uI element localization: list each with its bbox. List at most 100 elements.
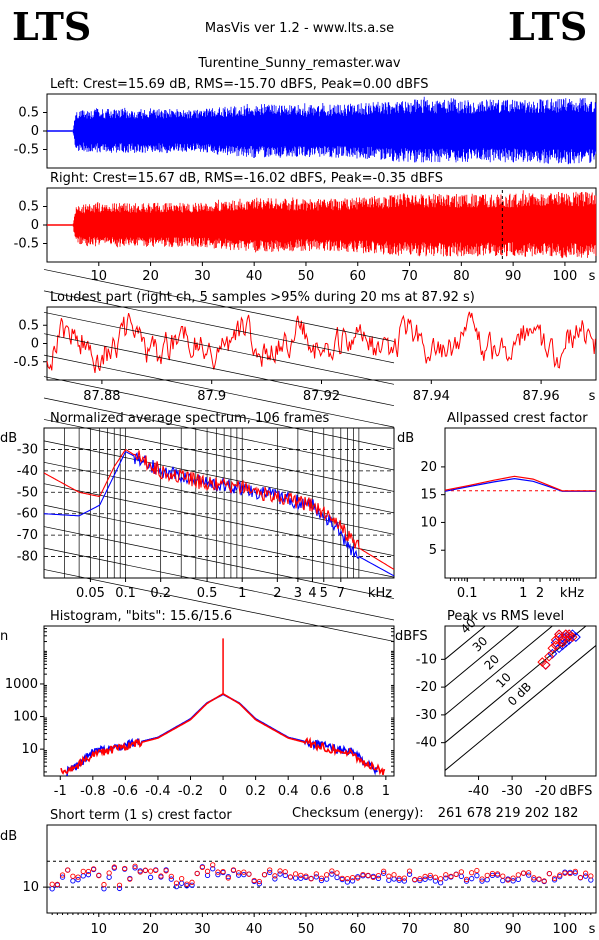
spectrum-ytick-label: -80 [17, 550, 38, 565]
short-crest-point-right [437, 876, 444, 882]
short-crest-point-right [494, 871, 501, 877]
short-crest-point-right [582, 870, 589, 876]
short-crest-point-left [235, 872, 242, 878]
histogram-xtick-label: 0.4 [278, 784, 299, 799]
allpass_crest-xtick-label: 0.1 [457, 586, 478, 601]
allpass_crest-xtick-label: 2 [536, 586, 544, 601]
short-crest-point-left [463, 878, 470, 884]
loudest_part-xtick-label: 87.9 [197, 389, 226, 404]
short-crest-point-right [230, 867, 237, 873]
spectrum-slope-line [43, 547, 395, 621]
short_term_crest-xtick-label: 90 [505, 922, 522, 937]
file-name: Turentine_Sunny_remaster.wav [198, 56, 401, 71]
spectrum-xtick-label: 0.5 [197, 586, 218, 601]
short-crest-point-left [572, 870, 578, 876]
short-crest-point-right [225, 875, 231, 881]
short_term_crest-xtick-label: 10 [91, 922, 108, 937]
checksum-label: Checksum (energy): [292, 806, 424, 821]
short-crest-point-right [339, 875, 345, 882]
spectrum-xtick-label: 0.2 [150, 586, 171, 601]
spectrum-slope-line [43, 461, 395, 535]
spectrum-slope-line [43, 290, 395, 364]
spectrum-slope-line [43, 376, 395, 449]
peak_vs_rms-ytick-label: -30 [416, 708, 437, 723]
histogram-y-unit: n [0, 629, 8, 644]
waveform-loudest [46, 311, 596, 373]
pvr-point-right [544, 651, 554, 662]
short-crest-point-right [474, 867, 480, 874]
spectrum-ytick-label: -40 [17, 464, 38, 479]
loudest_part-xtick-label: 87.88 [83, 389, 120, 404]
spectrum-ytick-label: -50 [17, 485, 38, 500]
pvr-point-right [564, 632, 575, 643]
short-crest-point-left [256, 881, 262, 887]
short-crest-point-right [479, 876, 485, 882]
right_waveform-xtick-label: 30 [194, 269, 211, 284]
short-crest-point-left [406, 871, 413, 877]
chart-title-peak_vs_rms: Peak vs RMS level [447, 609, 564, 624]
short-crest-point-right [334, 870, 340, 876]
short-crest-point-right [246, 871, 252, 877]
short-crest-point-right [536, 876, 542, 882]
short-crest-point-left [458, 873, 464, 879]
right_waveform-ytick-label: -0.5 [14, 237, 39, 252]
histogram-xtick-label: 0.2 [245, 784, 266, 799]
chart-title-histogram: Histogram, "bits": 15.6/15.6 [50, 609, 232, 624]
left_waveform-ytick-label: -0.5 [14, 143, 39, 158]
right_waveform-xtick-label: 70 [401, 269, 418, 284]
short-crest-point-right [199, 864, 206, 871]
peak_vs_rms-x-unit: dBFS [560, 784, 593, 799]
pvr-point-right [564, 629, 575, 640]
loudest_part-xtick-label: 87.92 [303, 389, 340, 404]
short-crest-point-left [329, 871, 335, 877]
spectrum-left [43, 451, 395, 577]
crest-right [444, 475, 596, 492]
spectrum-ytick-label: -70 [17, 528, 38, 543]
short-crest-point-right [520, 870, 527, 876]
short-crest-point-right [577, 874, 584, 881]
short-crest-point-left [557, 874, 563, 880]
peak_vs_rms-ytick-label: -20 [416, 680, 437, 695]
short-crest-point-right [96, 872, 102, 879]
short-crest-point-right [241, 869, 247, 875]
histogram-xtick-label: 0.8 [343, 784, 364, 799]
short-crest-point-right [448, 873, 454, 880]
spectrum-xtick-label: 0.1 [115, 586, 136, 601]
short-crest-point-right [500, 873, 506, 879]
short-crest-point-right [313, 871, 319, 877]
chart-title-right_waveform: Right: Crest=15.67 dB, RMS=-16.02 dBFS, … [50, 171, 443, 186]
spectrum-border [43, 427, 395, 579]
short-crest-point-left [515, 876, 521, 883]
loudest_part-xtick-label: 87.94 [413, 389, 450, 404]
histogram-xtick-label: 0 [219, 784, 227, 799]
short_term_crest-x-unit: s [589, 922, 596, 937]
short-crest-point-left [375, 875, 382, 881]
short-crest-point-right [432, 874, 439, 880]
short-crest-point-right [59, 872, 66, 878]
peak_vs_rms-xtick-label: -30 [501, 784, 522, 799]
short-crest-point-right [153, 867, 159, 873]
short-crest-point-right [132, 863, 138, 869]
spectrum-ytick-label: -30 [17, 442, 38, 457]
spectrum-slope-line [43, 354, 395, 428]
spectrum-xtick-label: 7 [337, 586, 345, 601]
peak_vs_rms-xtick-label: -40 [468, 784, 489, 799]
short-crest-point-left [168, 876, 174, 882]
pvr-diagonal [445, 626, 520, 688]
short-crest-point-left [241, 871, 247, 878]
pvr-point-right [550, 634, 561, 645]
short_term_crest-xtick-label: 80 [453, 922, 470, 937]
short-crest-point-right [256, 878, 262, 885]
spectrum-slope-line [43, 504, 395, 578]
short-crest-point-left [443, 875, 449, 881]
waveform-right_waveform [72, 190, 597, 259]
pvr-point-right [537, 657, 548, 668]
short-crest-point-right [101, 881, 107, 888]
short-crest-point-right [515, 872, 521, 878]
short-crest-point-left [401, 878, 408, 884]
spectrum-slope-line [43, 311, 395, 385]
short-crest-point-right [298, 872, 304, 879]
short-crest-point-right [70, 873, 76, 879]
short-crest-point-right [344, 875, 351, 882]
logo-right: LTS [508, 4, 588, 49]
